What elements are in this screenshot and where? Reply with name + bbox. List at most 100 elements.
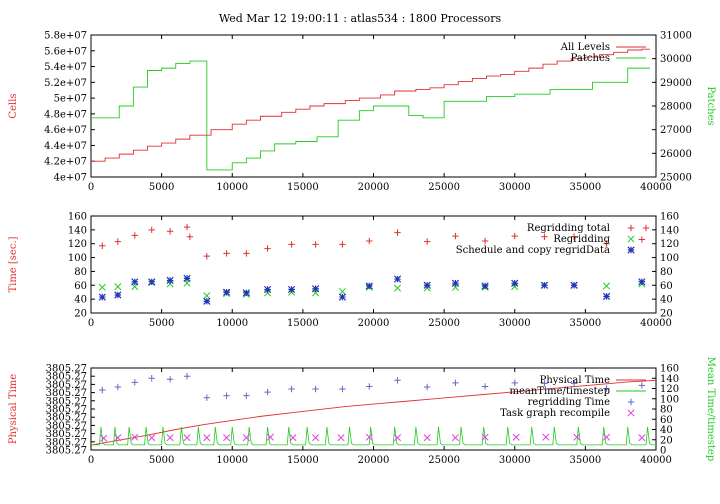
data-point-regridding-time — [570, 380, 578, 387]
data-point-schedule-and-copy-regriddata — [481, 282, 489, 290]
y2-tick-label: 120 — [660, 384, 679, 395]
data-point-regridding-total — [511, 232, 518, 240]
data-point-regridding-time — [99, 386, 106, 394]
data-point-regridding-total — [394, 229, 401, 236]
data-point-schedule-and-copy-regriddata — [114, 291, 122, 299]
x-tick-label: 0 — [88, 318, 94, 329]
series-line-meantime-timestep — [91, 426, 656, 446]
data-point-regridding-total — [452, 232, 459, 240]
y-tick-label: 3805.27 — [46, 396, 87, 407]
y-tick-label: 3805.27 — [46, 413, 87, 424]
y-tick-label: 3805.27 — [46, 429, 87, 440]
legend-marker-schedule-and-copy-regriddata — [627, 246, 635, 254]
data-point-task-graph-recompile — [393, 434, 402, 442]
series-line-physical-time — [90, 379, 657, 446]
data-point-schedule-and-copy-regriddata — [540, 281, 549, 289]
y-tick-label: 60 — [74, 281, 87, 292]
legend-label-regridding-total: Regridding total — [527, 223, 610, 234]
data-point-regridding-time — [366, 383, 373, 390]
data-point-regridding — [98, 283, 106, 291]
data-point-regridding — [203, 292, 211, 300]
y-tick-label: 5.6e+07 — [44, 46, 87, 57]
y-tick-label: 5.2e+07 — [44, 78, 87, 89]
data-point-regridding-time — [638, 382, 646, 389]
x-tick-label: 35000 — [569, 318, 601, 329]
y2-tick-label: 27000 — [660, 125, 692, 136]
y2-tick-label: 25000 — [660, 173, 692, 184]
legend-label-physical-time: Physical Time — [540, 375, 610, 386]
legend-label-all-levels: All Levels — [560, 42, 610, 53]
legend-marker-regridding-total — [627, 224, 635, 232]
data-point-task-graph-recompile — [131, 433, 139, 441]
x-tick-label: 0 — [88, 455, 94, 466]
y2-tick-label: 40 — [660, 425, 673, 436]
data-point-regridding-total — [114, 238, 122, 245]
data-point-regridding-total — [481, 237, 489, 245]
data-point-schedule-and-copy-regriddata — [570, 281, 578, 289]
y-tick-label: 4.6e+07 — [44, 125, 87, 136]
y2-tick-label: 40 — [660, 295, 673, 306]
x-tick-label: 30000 — [499, 455, 531, 466]
y-axis-label: Physical Time — [8, 374, 19, 444]
data-point-regridding-time — [148, 375, 155, 382]
x-tick-label: 10000 — [216, 318, 248, 329]
data-point-schedule-and-copy-regriddata — [451, 279, 460, 287]
data-point-schedule-and-copy-regriddata — [393, 275, 402, 283]
y2-tick-label: 26000 — [660, 149, 692, 160]
data-point-task-graph-recompile — [512, 433, 520, 441]
legend-label-meantime-timestep: meanTime/timestep — [509, 386, 610, 397]
data-point-regridding-time — [166, 376, 174, 383]
y-tick-label: 3805.27 — [46, 372, 87, 383]
x-tick-label: 20000 — [358, 455, 390, 466]
data-point-regridding-total — [366, 237, 373, 245]
y2-tick-label: 160 — [660, 212, 679, 223]
data-point-task-graph-recompile — [638, 434, 646, 442]
y-tick-label: 80 — [74, 267, 87, 278]
y2-tick-label: 80 — [660, 405, 673, 416]
y-tick-label: 3805.27 — [46, 405, 87, 416]
y-tick-label: 4.2e+07 — [44, 157, 87, 168]
y-axis-label: Time [sec.] — [8, 236, 19, 292]
data-point-task-graph-recompile — [573, 433, 581, 441]
data-point-regridding-time — [223, 392, 230, 399]
y2-tick-label: 80 — [660, 267, 673, 278]
data-point-task-graph-recompile — [266, 433, 274, 441]
x-tick-label: 0 — [88, 182, 94, 193]
data-point-regridding-total — [541, 233, 548, 240]
y2-tick-label: 100 — [660, 253, 679, 264]
data-point-regridding-total — [339, 241, 346, 248]
data-point-task-graph-recompile — [603, 433, 611, 441]
y2-axis-label: Mean Time/timestep — [705, 357, 716, 461]
legend-marker-regridding-time — [627, 398, 635, 406]
data-point-regridding-total — [183, 223, 191, 231]
data-point-regridding-total — [638, 236, 646, 243]
y-tick-label: 20 — [74, 309, 87, 320]
x-tick-label: 15000 — [287, 318, 319, 329]
data-point-task-graph-recompile — [100, 434, 108, 442]
data-point-regridding-total — [223, 250, 230, 257]
y2-tick-label: 160 — [660, 364, 679, 375]
series-line-all-levels — [91, 48, 650, 162]
data-point-schedule-and-copy-regriddata — [183, 274, 191, 282]
x-tick-label: 20000 — [358, 318, 390, 329]
data-point-regridding-time — [339, 385, 346, 393]
y2-tick-label: 120 — [660, 239, 679, 250]
data-point-task-graph-recompile — [148, 434, 156, 442]
data-point-schedule-and-copy-regriddata — [423, 281, 431, 289]
data-point-regridding-time — [114, 383, 122, 391]
data-point-schedule-and-copy-regriddata — [338, 293, 347, 301]
data-point-regridding-time — [264, 388, 271, 396]
x-tick-label: 10000 — [216, 455, 248, 466]
data-point-regridding-total — [243, 250, 250, 257]
y2-tick-label: 28000 — [660, 102, 692, 113]
x-tick-label: 25000 — [428, 318, 460, 329]
data-point-schedule-and-copy-regriddata — [148, 278, 156, 286]
data-point-schedule-and-copy-regriddata — [131, 278, 139, 286]
legend-label-regridding-time: regridding Time — [528, 397, 610, 408]
data-point-regridding-time — [243, 392, 250, 399]
y-tick-label: 5e+07 — [54, 94, 87, 105]
data-point-schedule-and-copy-regriddata — [263, 285, 272, 294]
data-point-schedule-and-copy-regriddata — [602, 292, 611, 300]
